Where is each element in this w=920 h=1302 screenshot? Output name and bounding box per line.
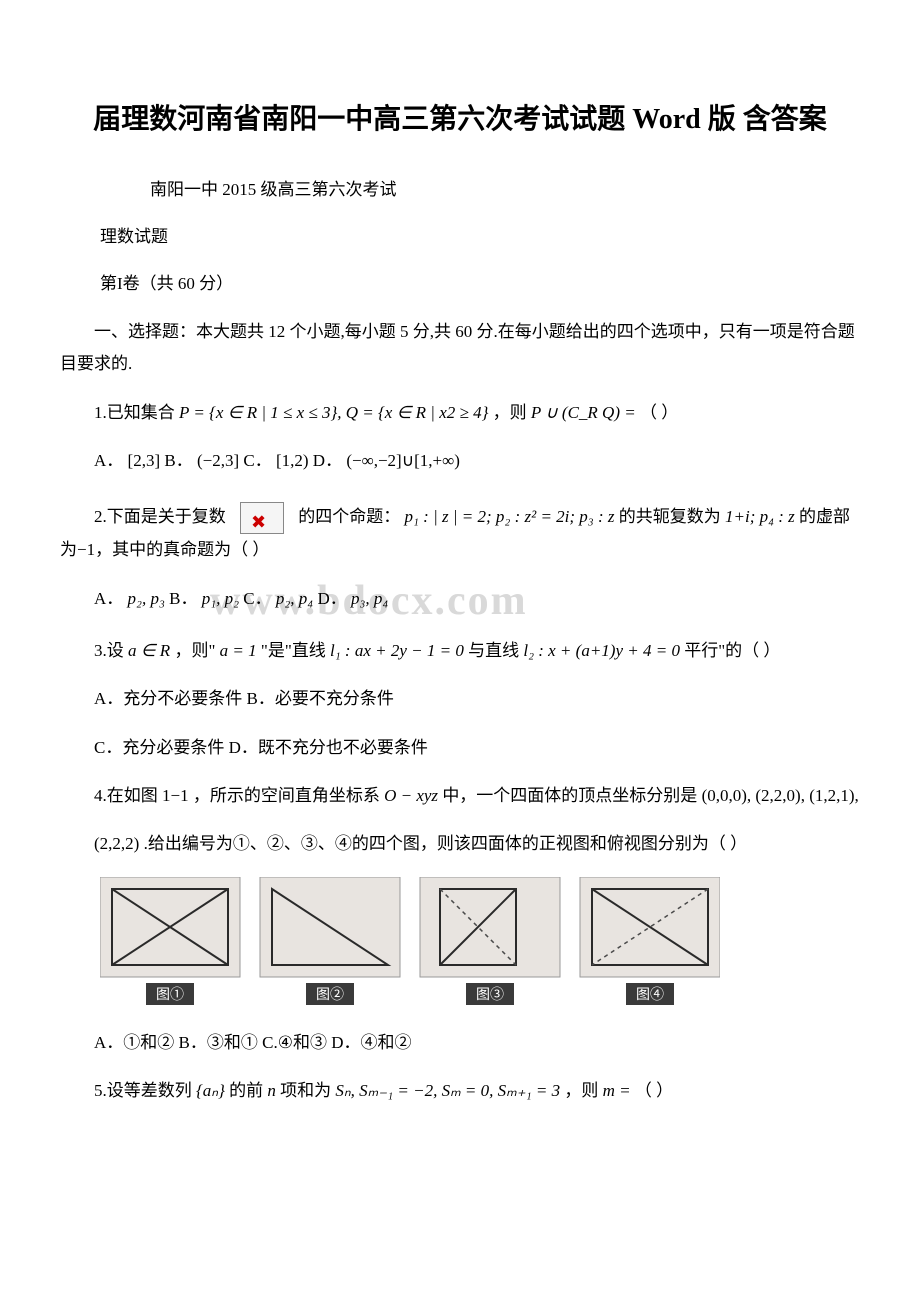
- q3-optA: A．充分不必要条件 B．必要不充分条件: [60, 683, 860, 715]
- q4-stem2: (2,2,2) .给出编号为①、②、③、④的四个图，则该四面体的正视图和俯视图分…: [60, 828, 860, 860]
- q1-optD-label: D．: [313, 451, 342, 470]
- q1-optB-label: B．: [164, 451, 192, 470]
- q3-prefix: 3.设: [94, 641, 124, 660]
- q2-optB: p₁, p₂: [202, 589, 239, 608]
- q2-stem: 2.下面是关于复数 的四个命题： p₁ : | z | = 2; p₂ : z²…: [60, 501, 860, 566]
- q1-prefix: 1.已知集合: [94, 403, 175, 422]
- q4-figref: 1−1: [162, 786, 189, 805]
- q4-prefix: 4.在如图: [94, 786, 158, 805]
- q4-mid1: ，所示的空间直角坐标系: [193, 786, 380, 805]
- q1-optC-label: C．: [243, 451, 271, 470]
- q5-expr4: m =: [603, 1081, 631, 1100]
- doc-title: 届理数河南省南阳一中高三第六次考试试题 Word 版 含答案: [60, 100, 860, 139]
- doc-subtitle: 南阳一中 2015 级高三第六次考试: [150, 175, 860, 200]
- q1-tail: （ ）: [640, 403, 678, 422]
- q5-prefix: 5.设等差数列: [94, 1081, 192, 1100]
- instructions: 一、选择题：本大题共 12 个小题,每小题 5 分,共 60 分.在每小题给出的…: [60, 316, 860, 381]
- q2-mid1: 的四个命题：: [298, 507, 400, 526]
- q4-mid3: .给出编号为①、②、③、④的四个图，则该四面体的正视图和俯视图分别为（ ）: [144, 834, 748, 853]
- q2-optD-label: D．: [317, 589, 346, 608]
- q5-mid1: 的前: [229, 1081, 263, 1100]
- q2-expr-p: p₁ : | z | = 2; p₂ : z² = 2i; p₃ : z: [405, 507, 615, 526]
- q3-mid2: "是"直线: [261, 641, 326, 660]
- q4-expr1: O − xyz: [384, 786, 438, 805]
- q3-expr2: a = 1: [220, 641, 257, 660]
- q4-options: A．①和② B．③和① C.④和③ D．④和②: [60, 1027, 860, 1059]
- svg-text:图③: 图③: [476, 987, 504, 1003]
- svg-text:图④: 图④: [636, 987, 664, 1003]
- q1-optB: (−2,3]: [197, 451, 239, 470]
- q2-optD: p₃, p₄: [351, 589, 388, 608]
- q3-expr4: l₂ : x + (a+1)y + 4 = 0: [523, 641, 680, 660]
- part-label: 第I卷（共 60 分）: [100, 269, 860, 294]
- q4-stem: 4.在如图 1−1 ，所示的空间直角坐标系 O − xyz 中，一个四面体的顶点…: [60, 780, 860, 812]
- q1-expr1: P = {x ∈ R | 1 ≤ x ≤ 3}, Q = {x ∈ R | x2…: [179, 403, 488, 422]
- q2-prefix: 2.下面是关于复数: [94, 507, 226, 526]
- q5-tail: （ ）: [635, 1081, 673, 1100]
- q5-mid2: 项和为: [280, 1081, 331, 1100]
- broken-image-icon: [240, 502, 284, 534]
- q3-optC: C．充分必要条件 D．既不充分也不必要条件: [60, 732, 860, 764]
- q1-optC: [1,2): [276, 451, 309, 470]
- svg-text:图①: 图①: [156, 987, 184, 1003]
- q5-expr3: Sₙ, Sₘ₋₁ = −2, Sₘ = 0, Sₘ₊₁ = 3: [335, 1081, 560, 1100]
- q5-expr1: {aₙ}: [196, 1081, 225, 1100]
- q3-stem: 3.设 a ∈ R ，则" a = 1 "是"直线 l₁ : ax + 2y −…: [60, 635, 860, 667]
- q3-mid4: 平行"的（ ）: [684, 641, 780, 660]
- q5-expr2: n: [267, 1081, 276, 1100]
- q2-optB-label: B．: [169, 589, 197, 608]
- q1-optA: [2,3]: [128, 451, 161, 470]
- q2-optC-label: C．: [243, 589, 271, 608]
- q1-optA-label: A．: [94, 451, 123, 470]
- q4-coords: (0,0,0), (2,2,0), (1,2,1),: [702, 786, 859, 805]
- q5-mid3: ，则: [564, 1081, 598, 1100]
- q4-mid2: 中，一个四面体的顶点坐标分别是: [442, 786, 697, 805]
- svg-text:图②: 图②: [316, 987, 344, 1003]
- figure-row: 图① 图② 图③ 图④: [100, 877, 860, 1013]
- q1-stem: 1.已知集合 P = {x ∈ R | 1 ≤ x ≤ 3}, Q = {x ∈…: [60, 397, 860, 429]
- q1-mid: ，则: [493, 403, 527, 422]
- section-label: 理数试题: [100, 222, 860, 247]
- q5-stem: 5.设等差数列 {aₙ} 的前 n 项和为 Sₙ, Sₘ₋₁ = −2, Sₘ …: [60, 1075, 860, 1107]
- q4-coords2: (2,2,2): [94, 834, 139, 853]
- figure-svg: 图① 图② 图③ 图④: [100, 877, 720, 1013]
- q2-conj: 1+i; p₄ : z: [725, 507, 795, 526]
- q3-expr1: a ∈ R: [128, 641, 170, 660]
- q1-expr2: P ∪ (C_R Q) =: [531, 403, 636, 422]
- q3-mid3: 与直线: [468, 641, 519, 660]
- q2-optC: p₂, p₄: [276, 589, 313, 608]
- q3-mid1: ，则": [174, 641, 215, 660]
- q1-options: A． [2,3] B． (−2,3] C． [1,2) D． (−∞,−2]∪[…: [60, 445, 860, 477]
- q2-options: A． p₂, p₃ B． p₁, p₂ C． p₂, p₄ D． p₃, p₄: [60, 583, 860, 615]
- q1-optD: (−∞,−2]∪[1,+∞): [346, 451, 460, 470]
- q2-mid2: 的共轭复数为: [619, 507, 721, 526]
- q3-expr3: l₁ : ax + 2y − 1 = 0: [330, 641, 464, 660]
- q2-optA: p₂, p₃: [128, 589, 165, 608]
- q2-optA-label: A．: [94, 589, 123, 608]
